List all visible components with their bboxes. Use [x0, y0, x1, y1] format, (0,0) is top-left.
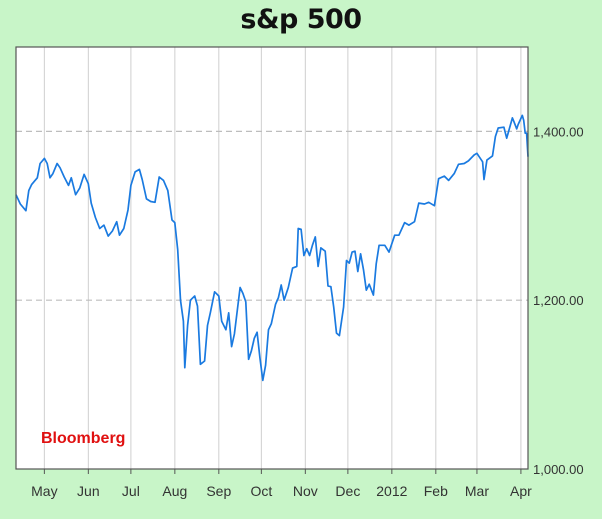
- x-tick-label: Aug: [162, 483, 187, 499]
- x-tick-label: Feb: [424, 483, 448, 499]
- chart-title: s&p 500: [240, 4, 362, 35]
- x-tick-label: Mar: [465, 483, 489, 499]
- source-label: Bloomberg: [41, 430, 125, 447]
- plot-border: [15, 46, 529, 470]
- series-line: [15, 114, 529, 382]
- y-tick-label: 1,400.00: [533, 124, 584, 139]
- y-axis: 1,000.00 1,200.00 1,400.00: [533, 124, 584, 477]
- y-tick-label: 1,000.00: [533, 462, 584, 477]
- y-tick-label: 1,200.00: [533, 293, 584, 308]
- x-tick-label: Sep: [206, 483, 231, 499]
- x-tick-label: Apr: [510, 483, 532, 499]
- x-axis: May Jun Jul Aug Sep Oct Nov Dec 2012 Feb Mar Apr: [31, 469, 532, 499]
- x-tick-label: Nov: [293, 483, 318, 499]
- gridlines: [16, 47, 528, 469]
- x-tick-label: 2012: [376, 483, 407, 499]
- x-tick-label: Jul: [122, 483, 140, 499]
- x-tick-label: Jun: [77, 483, 100, 499]
- x-tick-label: Oct: [250, 483, 272, 499]
- x-tick-label: May: [31, 483, 57, 499]
- plot-area: [16, 47, 528, 469]
- x-tick-label: Dec: [335, 483, 360, 499]
